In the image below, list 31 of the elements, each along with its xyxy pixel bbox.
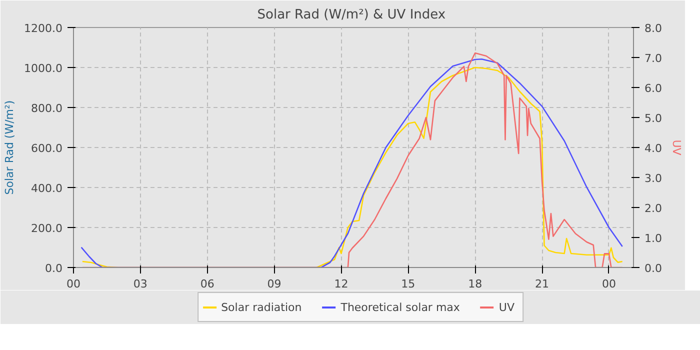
y2-tick-label: 2.0 xyxy=(644,202,662,215)
y2-tick-label: 0.0 xyxy=(644,262,662,275)
y2-tick-label: 1.0 xyxy=(644,232,662,245)
x-tick-label: 15 xyxy=(401,278,416,290)
x-tick-label: 00 xyxy=(66,278,80,290)
x-tick-label: 21 xyxy=(535,278,550,290)
y-tick-label: 400.0 xyxy=(31,182,63,195)
y2-tick-label: 6.0 xyxy=(644,82,662,95)
y2-axis-title: UV xyxy=(670,140,683,156)
x-tick-label: 18 xyxy=(468,278,482,290)
chart-title: Solar Rad (W/m²) & UV Index xyxy=(257,8,446,22)
y-tick-label: 1000.0 xyxy=(24,62,63,75)
y2-tick-label: 4.0 xyxy=(644,142,662,155)
y-tick-label: 0.0 xyxy=(45,262,63,275)
y2-tick-label: 5.0 xyxy=(644,112,662,125)
y2-tick-label: 3.0 xyxy=(644,172,662,185)
y2-tick-label: 7.0 xyxy=(644,52,662,65)
legend-label: UV xyxy=(498,300,516,314)
x-tick-label: 00 xyxy=(602,278,616,290)
legend-label: Solar radiation xyxy=(221,300,302,314)
y2-tick-label: 8.0 xyxy=(644,22,662,35)
y-tick-label: 800.0 xyxy=(31,102,63,115)
legend-label: Theoretical solar max xyxy=(340,300,460,314)
x-tick-label: 12 xyxy=(334,278,348,290)
x-tick-label: 09 xyxy=(267,278,282,290)
y-tick-label: 200.0 xyxy=(31,222,63,235)
y-axis-title: Solar Rad (W/m²) xyxy=(3,100,16,195)
x-tick-label: 03 xyxy=(133,278,148,290)
y-tick-label: 1200.0 xyxy=(24,22,63,35)
y-tick-label: 600.0 xyxy=(31,142,63,155)
x-tick-label: 06 xyxy=(200,278,214,290)
